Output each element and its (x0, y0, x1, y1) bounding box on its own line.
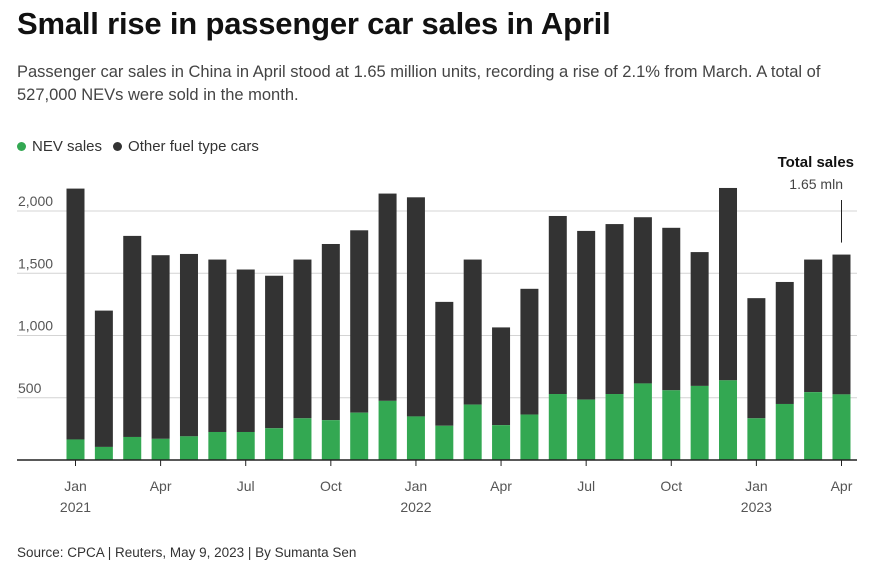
bar-nev-mar-2021 (123, 436, 142, 460)
bar-nev-jan-2021 (66, 439, 85, 460)
legend-swatch-other (113, 142, 123, 151)
y-tick-label: 1,500 (18, 255, 53, 271)
x-tick-label-year: 2021 (60, 499, 91, 515)
bar-nev-apr-2022 (492, 425, 511, 460)
chart-subtitle: Passenger car sales in China in April st… (17, 63, 821, 104)
bar-other-dec-2022 (719, 187, 738, 381)
x-tick-label-month: Apr (831, 478, 853, 494)
bar-nev-jul-2022 (577, 399, 596, 460)
bar-other-jun-2021 (208, 259, 227, 432)
bar-nev-nov-2021 (350, 412, 369, 460)
x-tick-label-month: Jan (64, 478, 87, 494)
bar-other-sep-2021 (293, 259, 312, 419)
bar-other-apr-2023 (832, 254, 851, 395)
total-sales-annotation: Total sales 1.65 mln (778, 154, 854, 243)
bar-other-aug-2022 (605, 224, 624, 395)
bar-nev-mar-2023 (804, 392, 823, 460)
bar-nev-sep-2022 (633, 383, 652, 460)
bar-nev-nov-2022 (690, 385, 709, 460)
legend-swatch-nev (17, 142, 26, 151)
bar-other-mar-2023 (804, 259, 823, 393)
bar-other-may-2022 (520, 288, 539, 415)
bar-chart: 500 1,000 1,500 2,000 Jan 2021 Apr Jul Oct Jan 20… (17, 154, 857, 515)
annotation-value: 1.65 mln (789, 176, 843, 192)
bar-nev-jun-2021 (208, 431, 227, 460)
x-tick-label-month: Jan (745, 478, 768, 494)
bar-nev-may-2022 (520, 414, 539, 460)
y-tick-label: 2,000 (18, 193, 53, 209)
bar-other-mar-2021 (123, 235, 142, 437)
x-tick-label-month: Apr (150, 478, 172, 494)
bar-nev-may-2021 (179, 436, 198, 460)
bar-nev-oct-2022 (662, 390, 681, 460)
bar-nev-feb-2021 (94, 446, 113, 460)
x-axis-ticks: Jan 2021 Apr Jul Oct Jan 2022 Apr Jul Oct Jan 2023 A… (60, 460, 853, 515)
bar-nev-feb-2023 (775, 403, 794, 460)
bar-nev-jan-2023 (747, 418, 766, 460)
bar-nev-aug-2021 (265, 428, 284, 460)
bar-other-may-2021 (179, 253, 198, 437)
bar-other-jul-2021 (236, 269, 255, 432)
x-tick-label-month: Jul (237, 478, 255, 494)
bar-nev-apr-2021 (151, 438, 170, 460)
bar-other-jan-2023 (747, 298, 766, 419)
bar-other-jul-2022 (577, 230, 596, 400)
bar-other-aug-2021 (265, 275, 284, 429)
bar-nev-apr-2023 (832, 394, 851, 460)
x-tick-label-month: Oct (320, 478, 342, 494)
x-tick-label-month: Apr (490, 478, 512, 494)
bar-other-oct-2021 (321, 243, 340, 421)
bar-nev-mar-2022 (463, 404, 482, 460)
legend-label-other: Other fuel type cars (128, 138, 259, 155)
legend-label-nev: NEV sales (32, 138, 103, 155)
bar-nev-feb-2022 (435, 425, 454, 460)
legend-item-other: Other fuel type cars (113, 138, 259, 155)
bar-other-oct-2022 (662, 227, 681, 391)
bar-other-feb-2021 (94, 310, 113, 447)
bar-other-feb-2022 (435, 301, 454, 426)
y-tick-label: 500 (18, 380, 42, 396)
bar-nev-sep-2021 (293, 418, 312, 460)
bar-other-dec-2021 (378, 193, 397, 401)
y-axis-labels: 500 1,000 1,500 2,000 (18, 193, 53, 396)
bars (66, 187, 851, 460)
x-tick-label-month: Jan (405, 478, 428, 494)
bar-other-mar-2022 (463, 259, 482, 405)
bar-nev-jul-2021 (236, 431, 255, 460)
bar-nev-dec-2022 (719, 380, 738, 460)
source-note: Source: CPCA | Reuters, May 9, 2023 | By… (17, 545, 357, 560)
x-tick-label-year: 2022 (400, 499, 431, 515)
bar-other-jun-2022 (548, 215, 567, 395)
bar-nev-dec-2021 (378, 400, 397, 460)
legend: NEV sales Other fuel type cars (17, 138, 270, 155)
chart-title: Small rise in passenger car sales in Apr… (17, 6, 611, 41)
bar-other-jan-2022 (406, 197, 425, 417)
x-tick-label-month: Jul (577, 478, 595, 494)
bar-other-apr-2021 (151, 255, 170, 439)
bar-other-feb-2023 (775, 281, 794, 404)
bar-other-nov-2021 (350, 230, 369, 413)
bar-nev-oct-2021 (321, 420, 340, 460)
bar-nev-jan-2022 (406, 416, 425, 460)
bar-other-nov-2022 (690, 252, 709, 386)
annotation-title: Total sales (778, 154, 854, 171)
bar-nev-aug-2022 (605, 394, 624, 460)
y-tick-label: 1,000 (18, 318, 53, 334)
legend-item-nev: NEV sales (17, 138, 102, 155)
x-tick-label-year: 2023 (741, 499, 772, 515)
x-tick-label-month: Oct (660, 478, 682, 494)
bar-other-sep-2022 (633, 217, 652, 384)
bar-other-jan-2021 (66, 188, 85, 440)
bar-nev-jun-2022 (548, 394, 567, 460)
bar-other-apr-2022 (492, 327, 511, 426)
